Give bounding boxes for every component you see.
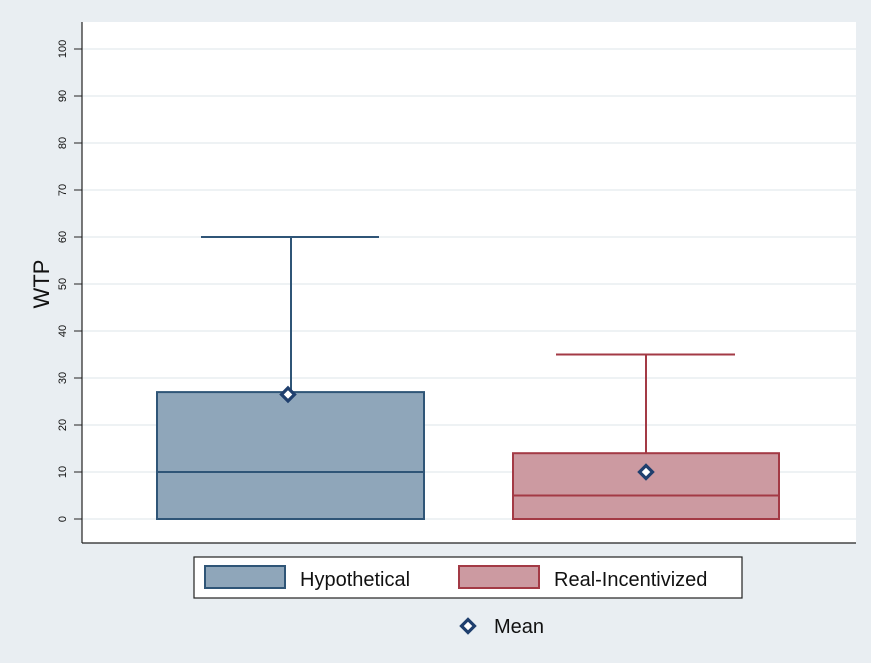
y-tick-label: 0 bbox=[57, 516, 69, 522]
grid-lines bbox=[82, 48, 856, 520]
y-tick-label: 40 bbox=[57, 325, 69, 337]
y-tick-label: 20 bbox=[57, 419, 69, 431]
box-rect bbox=[156, 391, 425, 521]
y-tick-label: 30 bbox=[57, 372, 69, 384]
legend-label-real-incentivized: Real-Incentivized bbox=[554, 569, 707, 591]
legend: Hypothetical Real-Incentivized Mean bbox=[193, 556, 743, 638]
box-real-incentivized bbox=[512, 353, 780, 521]
y-tick-label: 70 bbox=[57, 184, 69, 196]
legend-label-mean: Mean bbox=[494, 616, 544, 638]
y-tick-label: 10 bbox=[57, 466, 69, 478]
y-tick-label: 80 bbox=[57, 137, 69, 149]
legend-label-hypothetical: Hypothetical bbox=[300, 569, 410, 591]
y-tick-label: 90 bbox=[57, 90, 69, 102]
y-tick-label: 60 bbox=[57, 231, 69, 243]
y-tick-label: 50 bbox=[57, 278, 69, 290]
mean-marker bbox=[637, 463, 655, 481]
box-rect bbox=[512, 452, 780, 521]
box-hypothetical bbox=[156, 236, 425, 521]
legend-mean-marker bbox=[459, 617, 477, 635]
y-axis-label: WTP bbox=[29, 260, 54, 309]
y-tick-label: 100 bbox=[57, 40, 69, 58]
y-axis: 0 10 20 30 40 50 60 70 80 90 100 bbox=[57, 22, 856, 544]
mean-marker bbox=[279, 385, 297, 404]
boxes bbox=[156, 236, 780, 521]
legend-swatch-hypothetical bbox=[204, 565, 286, 589]
legend-swatch-real-incentivized bbox=[458, 565, 540, 589]
